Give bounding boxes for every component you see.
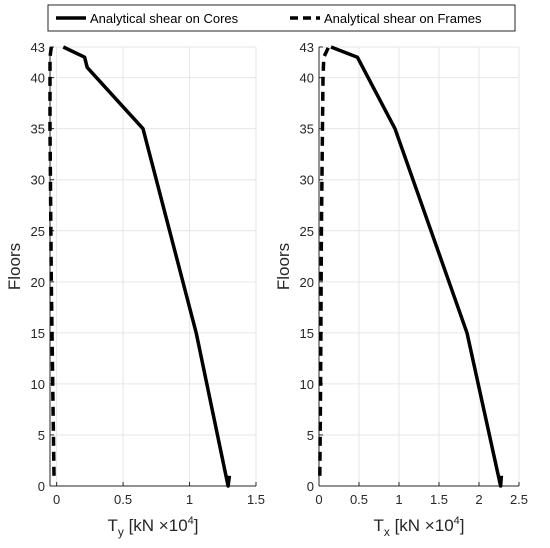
legend-box [47,4,516,32]
y-tick-label: 0 [38,479,45,494]
plot-left: 0 5 10 15 20 25 30 35 40 43 0 0.5 1 1.5 Floors Ty [kN ×… [5,40,265,539]
x-tick-label: 2.5 [510,492,528,507]
y-tick-label: 30 [31,173,45,188]
y-tick-label: 15 [300,326,314,341]
plot-right: 0 5 10 15 20 25 30 35 40 43 0 0.5 1 1.5 2 2.5 Floors Tx [… [274,40,528,539]
y-tick-label: 25 [300,224,314,239]
y-tick-label: 30 [300,173,314,188]
y-tick-label: 0 [307,479,314,494]
x-tick-label: 0.5 [350,492,368,507]
x-tick-label: 1 [186,492,193,507]
series-line-cores [62,45,232,488]
plot-area [50,47,256,486]
x-axis-label: Tx [kN ×104] [373,515,464,539]
legend-label-cores: Analytical shear on Cores [90,11,239,26]
y-tick-label: 40 [31,71,45,86]
y-tick-label: 10 [31,377,45,392]
y-tick-label: 43 [31,40,45,55]
x-tick-label: 0 [315,492,322,507]
x-tick-label: 0 [53,492,60,507]
x-axis-label: Ty [kN ×104] [107,515,198,539]
y-tick-label: 40 [300,71,314,86]
y-tick-label: 10 [300,377,314,392]
x-tick-label: 0.5 [114,492,132,507]
y-tick-label: 25 [31,224,45,239]
y-tick-label: 35 [31,122,45,137]
x-tick-label: 1.5 [247,492,265,507]
y-tick-label: 5 [307,428,314,443]
x-tick-label: 1.5 [430,492,448,507]
y-tick-label: 20 [300,275,314,290]
y-tick-label: 43 [300,40,314,55]
plot-area [319,47,519,486]
legend: Analytical shear on Cores Analytical she… [47,4,516,32]
y-tick-label: 35 [300,122,314,137]
x-tick-label: 1 [395,492,402,507]
y-axis-label: Floors [274,243,293,290]
legend-label-frames: Analytical shear on Frames [324,11,482,26]
y-tick-label: 5 [38,428,45,443]
series-line-frames [48,46,56,476]
series-line-cores [330,45,504,488]
x-tick-label: 2 [475,492,482,507]
series-line-frames [318,46,331,476]
y-axis-label: Floors [5,243,24,290]
y-tick-label: 15 [31,326,45,341]
y-tick-label: 20 [31,275,45,290]
